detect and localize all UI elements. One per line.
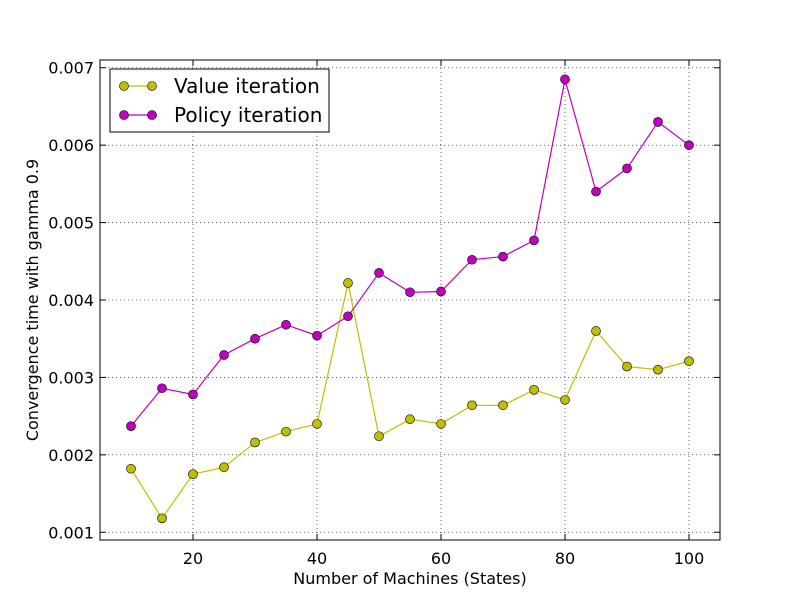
data-point <box>188 389 198 400</box>
data-point <box>188 469 198 479</box>
data-point <box>312 419 322 429</box>
y-axis-label: Convergence time with gamma 0.9 <box>23 159 42 441</box>
data-point <box>684 140 694 150</box>
y-tick-label: 0.006 <box>48 136 94 155</box>
x-tick-label: 60 <box>431 549 451 568</box>
data-point <box>591 326 601 336</box>
data-point <box>126 421 136 431</box>
y-tick-label: 0.007 <box>48 59 94 78</box>
data-point <box>653 117 663 127</box>
data-point <box>250 333 260 344</box>
series-layer <box>126 74 694 524</box>
data-point <box>405 287 415 298</box>
series-1 <box>126 278 694 524</box>
data-point <box>436 286 446 297</box>
y-tick-label: 0.001 <box>48 523 94 542</box>
data-point <box>374 431 384 442</box>
data-point <box>219 350 229 360</box>
data-point <box>560 74 570 85</box>
data-point <box>250 437 260 448</box>
legend-label: Value iteration <box>174 74 320 98</box>
data-point <box>467 400 477 411</box>
legend-entries: Value iteration Policy iteration <box>119 74 322 127</box>
legend-entry-1: Value iteration <box>119 74 320 98</box>
y-tick-label: 0.003 <box>48 368 94 387</box>
legend-swatch-marker <box>147 110 157 120</box>
legend: Value iteration Policy iteration <box>109 68 330 133</box>
data-point <box>560 395 570 405</box>
data-point <box>436 419 446 429</box>
y-tick-label: 0.002 <box>48 446 94 465</box>
x-tick-label: 20 <box>183 549 203 568</box>
legend-swatch-marker <box>119 81 129 91</box>
x-tick-label: 100 <box>674 549 705 568</box>
data-point <box>219 462 229 473</box>
legend-swatch-marker <box>119 110 129 120</box>
x-axis-label: Number of Machines (States) <box>293 569 526 588</box>
data-point <box>281 426 291 437</box>
grid <box>100 60 720 540</box>
data-point <box>157 513 167 524</box>
legend-entry-2: Policy iteration <box>119 103 322 127</box>
data-point <box>591 186 601 197</box>
data-point <box>467 254 477 265</box>
x-tick-label: 40 <box>307 549 327 568</box>
x-tick-label: 80 <box>555 549 575 568</box>
legend-swatch-marker <box>147 81 157 91</box>
data-point <box>312 330 322 341</box>
data-point <box>343 278 353 288</box>
data-point <box>126 463 136 474</box>
y-tick-label: 0.005 <box>48 214 94 233</box>
data-point <box>529 235 539 246</box>
series-2 <box>126 74 694 431</box>
legend-box <box>109 68 330 133</box>
legend-label: Policy iteration <box>174 103 322 127</box>
data-point <box>343 311 353 322</box>
data-point <box>498 251 508 262</box>
data-point <box>529 385 539 395</box>
data-point <box>653 364 663 375</box>
data-point <box>498 400 508 411</box>
data-point <box>405 414 415 425</box>
data-point <box>374 268 384 278</box>
ticks: 20 40 60 80 100 0.001 0.002 0.003 0.004 0.005 0.00… <box>48 59 720 568</box>
data-point <box>684 356 694 366</box>
y-tick-label: 0.004 <box>48 291 94 310</box>
data-point <box>281 319 291 330</box>
data-point <box>622 361 632 372</box>
data-point <box>622 163 632 174</box>
data-point <box>157 383 167 394</box>
